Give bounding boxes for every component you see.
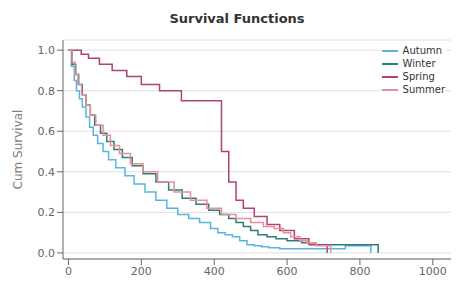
html-text:Winter: Winter [402, 58, 436, 69]
svg-text:0.0: 0.0 [38, 247, 56, 260]
svg-text:0.2: 0.2 [38, 206, 56, 219]
svg-text:Cum Survival: Cum Survival [11, 110, 25, 190]
html-text:Spring: Spring [402, 71, 435, 82]
svg-text:0.6: 0.6 [38, 125, 56, 138]
html-text:Summer: Summer [402, 84, 445, 95]
svg-text:0.8: 0.8 [38, 85, 56, 98]
html-text:Survival Functions: Survival Functions [169, 11, 305, 26]
svg-text:600: 600 [277, 265, 298, 278]
svg-text:0.4: 0.4 [38, 166, 56, 179]
svg-text:200: 200 [131, 265, 152, 278]
svg-text:0: 0 [65, 265, 72, 278]
svg-text:400: 400 [204, 265, 225, 278]
svg-text:1.0: 1.0 [38, 44, 56, 57]
html-text:Autumn: Autumn [402, 45, 443, 56]
svg-text:1000: 1000 [419, 265, 447, 278]
svg-text:800: 800 [349, 265, 370, 278]
